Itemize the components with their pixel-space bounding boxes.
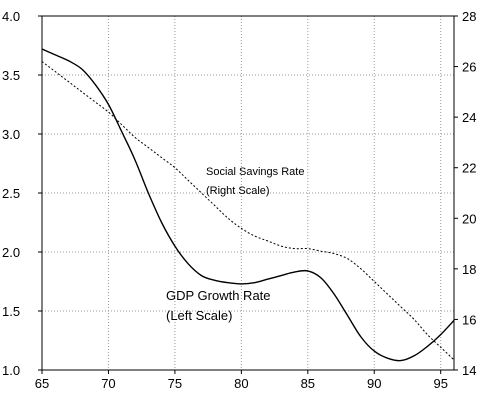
x-tick-label: 65	[35, 376, 49, 391]
y-left-tick-label: 4.0	[2, 9, 20, 24]
annotation-gdp-label-1: GDP Growth Rate	[166, 288, 271, 303]
x-tick-label: 80	[234, 376, 248, 391]
y-left-tick-label: 3.0	[2, 127, 20, 142]
y-right-tick-label: 22	[462, 161, 476, 176]
y-left-tick-label: 3.5	[2, 68, 20, 83]
y-right-tick-label: 14	[462, 363, 476, 378]
y-right-tick-label: 28	[462, 9, 476, 24]
grid	[42, 16, 454, 370]
x-tick-label: 95	[433, 376, 447, 391]
y-right-tick-label: 20	[462, 211, 476, 226]
y-left-tick-label: 1.5	[2, 304, 20, 319]
y-right-tick-label: 24	[462, 110, 476, 125]
y-left-tick-label: 2.5	[2, 186, 20, 201]
series-line-gdp-growth-rate	[41, 48, 455, 362]
annotation-savings-label-1: Social Savings Rate	[206, 166, 304, 178]
annotation-savings-label-2: (Right Scale)	[206, 185, 270, 197]
x-tick-label: 70	[101, 376, 115, 391]
y-left-tick-label: 1.0	[2, 363, 20, 378]
y-right-tick-label: 26	[462, 60, 476, 75]
annotation-gdp-label-2: (Left Scale)	[166, 308, 232, 323]
tick-labels: 65 70 75 80 85 90 95 1.0 1.5 2.0 2.5 3.0 3.5 4.0 14 16 1…	[2, 9, 476, 391]
series-line-social-savings-rate	[41, 61, 455, 361]
y-left-tick-label: 2.0	[2, 245, 20, 260]
ticks	[38, 15, 458, 374]
y-right-tick-label: 16	[462, 312, 476, 327]
y-right-tick-label: 18	[462, 262, 476, 277]
x-tick-label: 75	[168, 376, 182, 391]
x-tick-label: 90	[367, 376, 381, 391]
x-tick-label: 85	[301, 376, 315, 391]
